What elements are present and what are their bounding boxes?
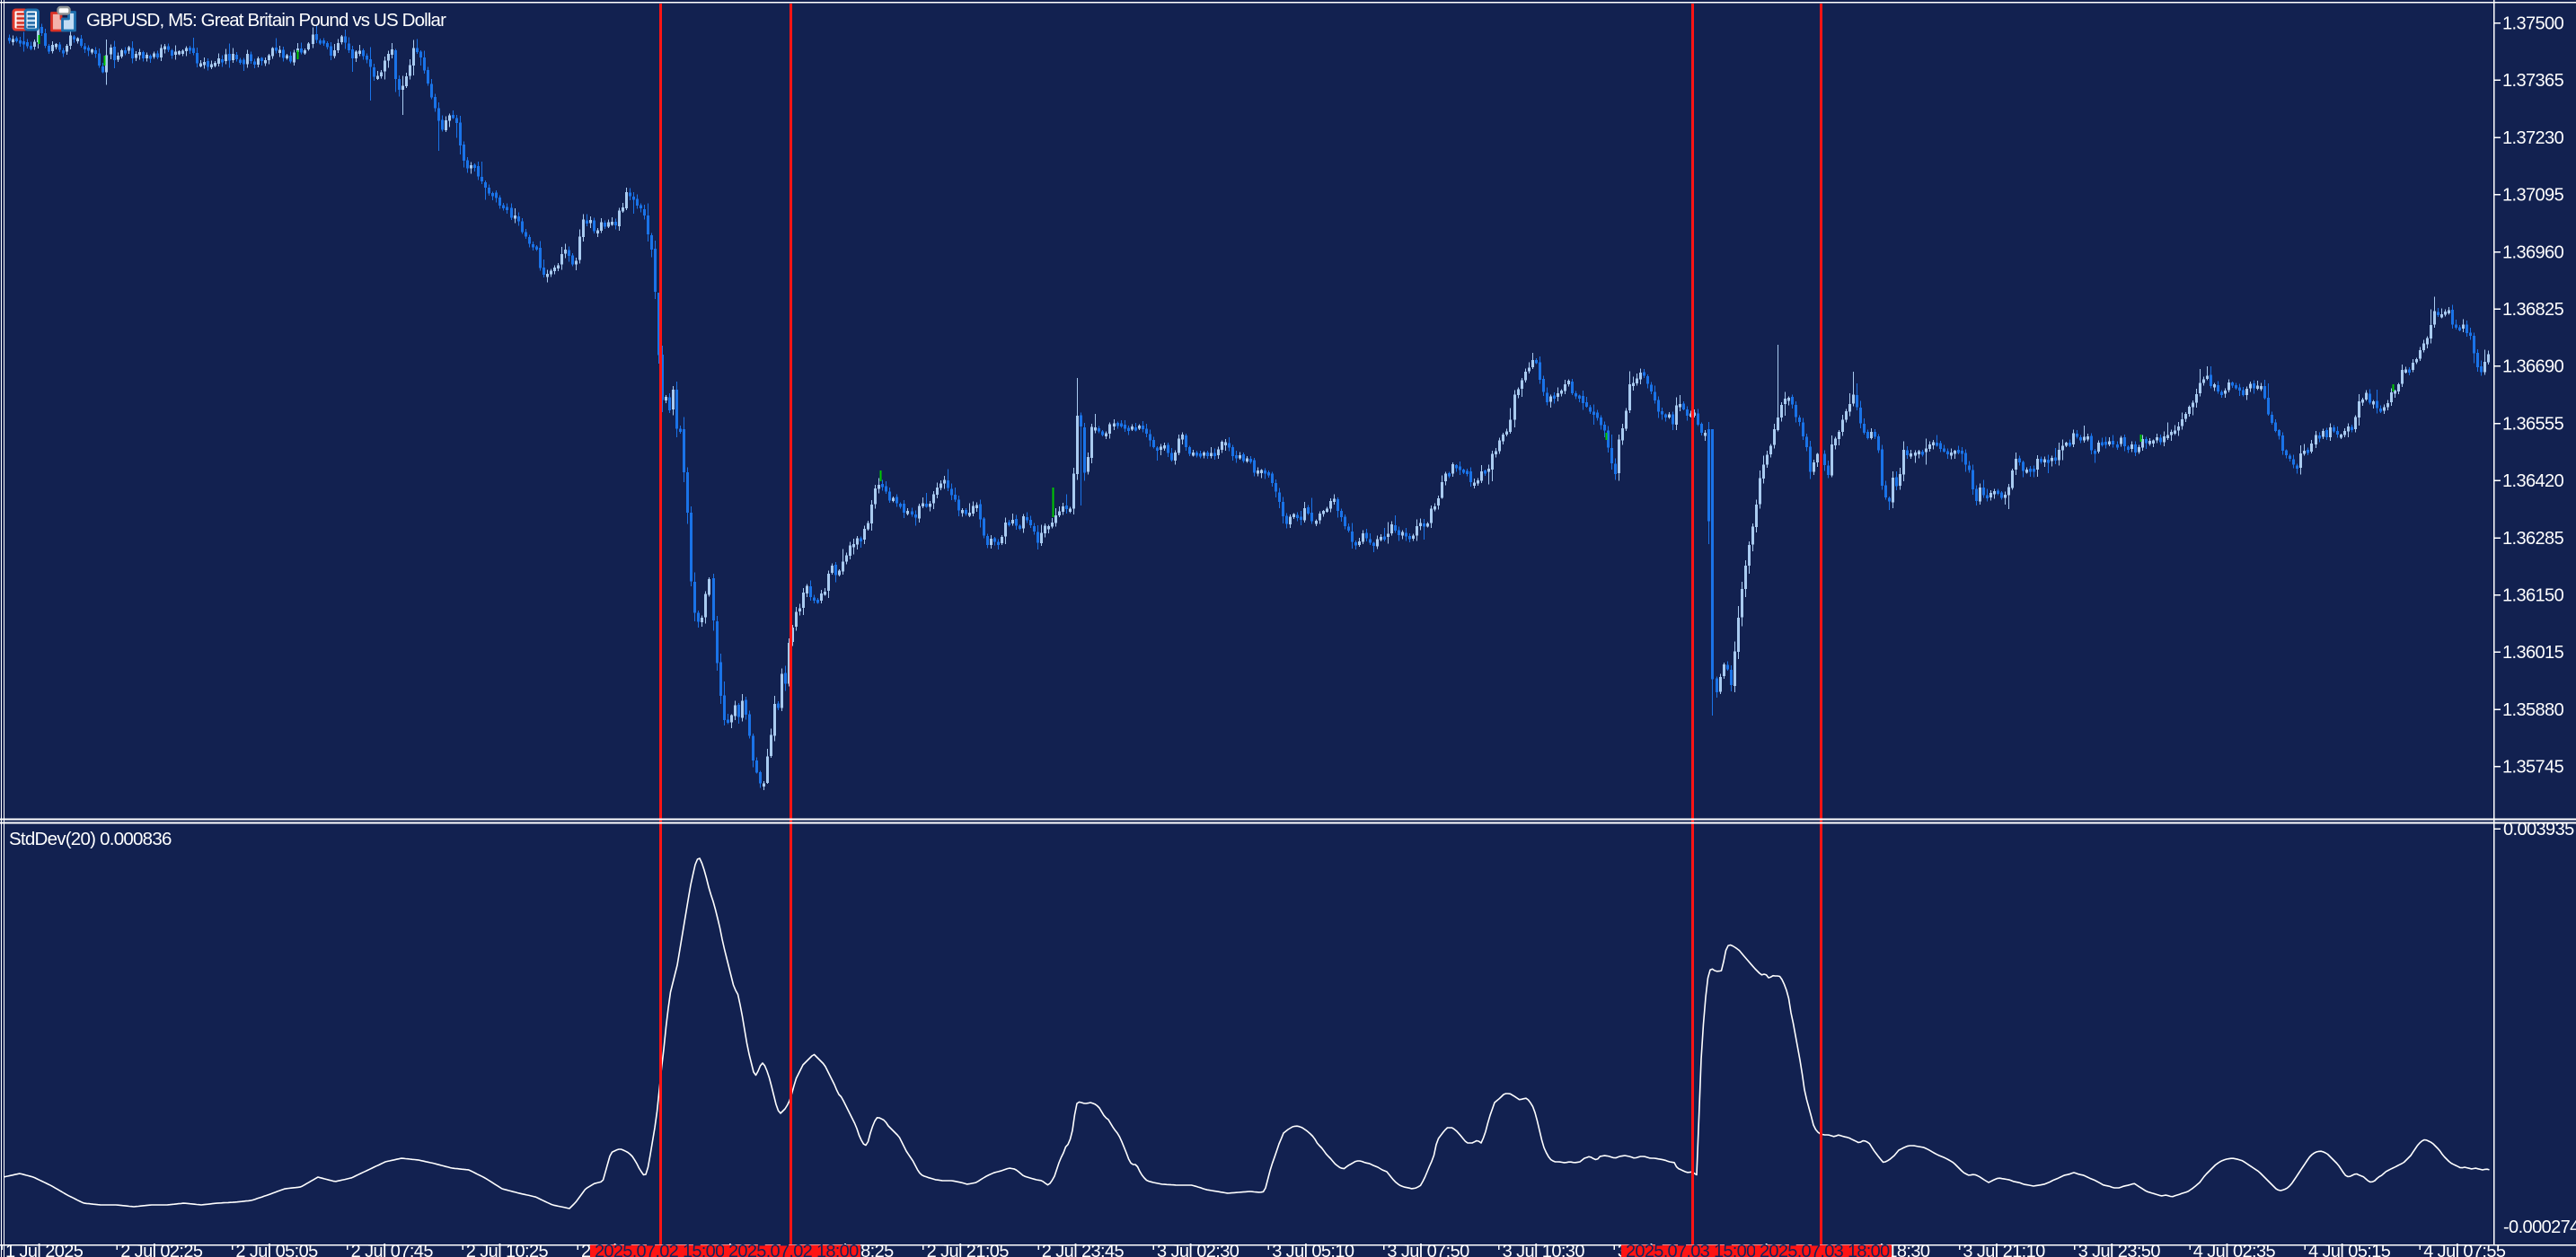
svg-text:2 Jul 07:45: 2 Jul 07:45	[351, 1242, 434, 1257]
svg-text:3 Jul 02:30: 3 Jul 02:30	[1157, 1242, 1239, 1257]
svg-text:3 Jul 07:50: 3 Jul 07:50	[1387, 1242, 1469, 1257]
svg-text:4 Jul 07:55: 4 Jul 07:55	[2423, 1242, 2506, 1257]
svg-text:GBPUSD, M5: Great Britain Pou: GBPUSD, M5: Great Britain Pound vs US Do…	[86, 10, 446, 31]
svg-text:1.36690: 1.36690	[2502, 357, 2564, 377]
svg-text:3 Jul 21:10: 3 Jul 21:10	[1963, 1242, 2045, 1257]
svg-text:1.37365: 1.37365	[2502, 71, 2564, 91]
svg-text:1.36285: 1.36285	[2502, 529, 2564, 549]
svg-text:3 Jul 23:50: 3 Jul 23:50	[2078, 1242, 2161, 1257]
svg-text:1.37500: 1.37500	[2502, 14, 2564, 34]
svg-text:1.37095: 1.37095	[2502, 186, 2564, 206]
svg-text:1.36015: 1.36015	[2502, 643, 2564, 663]
svg-text:2 Jul 10:25: 2 Jul 10:25	[466, 1242, 549, 1257]
svg-text:2025.07.02 15:00: 2025.07.02 15:00	[595, 1242, 725, 1257]
svg-text:0.003935: 0.003935	[2503, 820, 2574, 839]
svg-text:1.35880: 1.35880	[2502, 700, 2564, 720]
svg-text:1.36825: 1.36825	[2502, 300, 2564, 320]
svg-text:1 Jul 2025: 1 Jul 2025	[5, 1242, 84, 1257]
svg-text:3 Jul 10:30: 3 Jul 10:30	[1503, 1242, 1585, 1257]
svg-text:2 Jul 21:05: 2 Jul 21:05	[927, 1242, 1010, 1257]
svg-text:4 Jul 02:35: 4 Jul 02:35	[2193, 1242, 2276, 1257]
svg-text:2025.07.03 15:00: 2025.07.03 15:00	[1626, 1242, 1756, 1257]
svg-text:-0.000274: -0.000274	[2503, 1217, 2576, 1237]
svg-text:2 Jul 05:05: 2 Jul 05:05	[235, 1242, 318, 1257]
svg-text:1.36420: 1.36420	[2502, 471, 2564, 491]
svg-text:2025.07.02 18:00: 2025.07.02 18:00	[728, 1242, 859, 1257]
svg-text:1.35745: 1.35745	[2502, 758, 2564, 778]
svg-text:2 Jul 23:45: 2 Jul 23:45	[1042, 1242, 1125, 1257]
svg-text:1.36960: 1.36960	[2502, 242, 2564, 262]
svg-text:2 Jul 02:25: 2 Jul 02:25	[120, 1242, 203, 1257]
svg-text:1.36150: 1.36150	[2502, 586, 2564, 606]
svg-text:3 Jul 05:10: 3 Jul 05:10	[1272, 1242, 1354, 1257]
svg-text:2025.07.03 18:00: 2025.07.03 18:00	[1760, 1242, 1890, 1257]
svg-text:StdDev(20) 0.000836: StdDev(20) 0.000836	[9, 829, 172, 849]
svg-text:1.36555: 1.36555	[2502, 414, 2564, 434]
svg-text:4 Jul 05:15: 4 Jul 05:15	[2308, 1242, 2391, 1257]
svg-text:1.37230: 1.37230	[2502, 128, 2564, 148]
